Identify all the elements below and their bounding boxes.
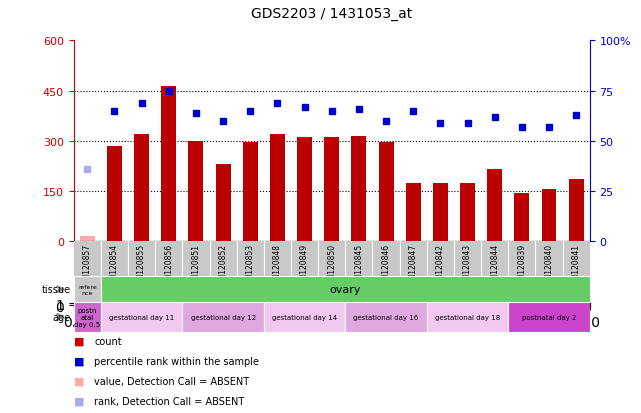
Bar bbox=[379, 143, 394, 242]
Text: ■: ■ bbox=[74, 336, 84, 346]
Text: GSM120845: GSM120845 bbox=[354, 243, 363, 290]
Bar bbox=[74, 302, 101, 332]
Text: rank, Detection Call = ABSENT: rank, Detection Call = ABSENT bbox=[94, 396, 244, 406]
Text: value, Detection Call = ABSENT: value, Detection Call = ABSENT bbox=[94, 376, 249, 386]
Bar bbox=[460, 183, 475, 242]
Text: GSM120857: GSM120857 bbox=[83, 243, 92, 290]
Bar bbox=[264, 302, 345, 332]
Text: GSM120848: GSM120848 bbox=[273, 243, 282, 289]
Bar bbox=[351, 136, 367, 242]
Text: percentile rank within the sample: percentile rank within the sample bbox=[94, 356, 259, 366]
Text: GSM120852: GSM120852 bbox=[219, 243, 228, 289]
Bar bbox=[215, 165, 231, 242]
Bar bbox=[542, 190, 556, 242]
Text: tissue: tissue bbox=[42, 285, 71, 294]
Text: refere
nce: refere nce bbox=[78, 284, 97, 295]
Text: GSM120847: GSM120847 bbox=[409, 243, 418, 290]
Text: GSM120844: GSM120844 bbox=[490, 243, 499, 290]
Bar bbox=[107, 147, 122, 242]
Text: GSM120843: GSM120843 bbox=[463, 243, 472, 290]
Text: gestational day 14: gestational day 14 bbox=[272, 314, 337, 320]
Bar bbox=[427, 302, 508, 332]
Text: ■: ■ bbox=[74, 396, 84, 406]
Text: gestational day 18: gestational day 18 bbox=[435, 314, 500, 320]
Bar bbox=[433, 183, 448, 242]
Text: GSM120839: GSM120839 bbox=[517, 243, 526, 290]
Bar bbox=[243, 143, 258, 242]
Bar bbox=[514, 193, 529, 242]
Text: count: count bbox=[94, 336, 122, 346]
Bar bbox=[270, 135, 285, 242]
Text: postnatal day 2: postnatal day 2 bbox=[522, 314, 576, 320]
Text: GSM120842: GSM120842 bbox=[436, 243, 445, 289]
Bar bbox=[80, 237, 95, 242]
Text: GSM120840: GSM120840 bbox=[544, 243, 553, 290]
Text: gestational day 16: gestational day 16 bbox=[353, 314, 419, 320]
Bar bbox=[162, 86, 176, 242]
Text: GSM120850: GSM120850 bbox=[327, 243, 337, 290]
Text: GSM120854: GSM120854 bbox=[110, 243, 119, 290]
Text: GSM120853: GSM120853 bbox=[246, 243, 254, 290]
Bar bbox=[74, 277, 101, 302]
Text: GSM120851: GSM120851 bbox=[192, 243, 201, 289]
Text: ovary: ovary bbox=[329, 285, 361, 294]
Text: ■: ■ bbox=[74, 376, 84, 386]
Text: GSM120846: GSM120846 bbox=[381, 243, 390, 290]
Bar bbox=[406, 183, 420, 242]
Text: GSM120841: GSM120841 bbox=[572, 243, 581, 289]
Bar bbox=[182, 302, 264, 332]
Text: GSM120855: GSM120855 bbox=[137, 243, 146, 290]
Bar bbox=[297, 138, 312, 242]
Bar bbox=[101, 302, 182, 332]
Bar bbox=[345, 302, 427, 332]
Text: gestational day 12: gestational day 12 bbox=[190, 314, 256, 320]
Bar bbox=[487, 170, 502, 242]
Text: gestational day 11: gestational day 11 bbox=[109, 314, 174, 320]
Bar bbox=[188, 141, 203, 242]
Bar bbox=[569, 180, 583, 242]
Text: ■: ■ bbox=[74, 356, 84, 366]
Text: age: age bbox=[53, 312, 71, 322]
Text: GSM120856: GSM120856 bbox=[164, 243, 173, 290]
Text: GSM120849: GSM120849 bbox=[300, 243, 309, 290]
Bar bbox=[508, 302, 590, 332]
Text: GDS2203 / 1431053_at: GDS2203 / 1431053_at bbox=[251, 7, 412, 21]
Bar bbox=[324, 138, 339, 242]
Text: postn
atal
day 0.5: postn atal day 0.5 bbox=[74, 307, 101, 327]
Bar bbox=[134, 135, 149, 242]
